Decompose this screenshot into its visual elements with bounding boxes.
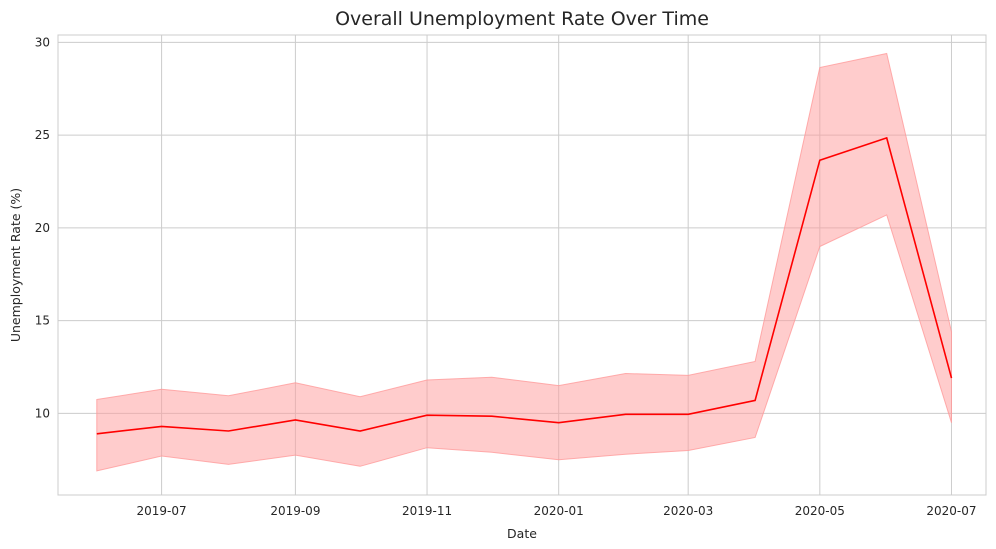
y-tick-labels: 10 15 20 25 30 xyxy=(35,35,50,420)
plot-frame xyxy=(57,34,987,496)
x-tick-labels: 2019-07 2019-09 2019-11 2020-01 2020-03 2020-… xyxy=(137,504,977,518)
y-tick-label: 20 xyxy=(35,221,50,235)
y-tick-label: 30 xyxy=(35,35,50,49)
chart-title: Overall Unemployment Rate Over Time xyxy=(335,8,709,30)
x-tick-label: 2020-07 xyxy=(926,504,976,518)
x-tick-label: 2019-07 xyxy=(137,504,187,518)
x-tick-label: 2020-05 xyxy=(795,504,845,518)
confidence-band xyxy=(96,52,952,472)
x-tick-label: 2020-03 xyxy=(663,504,713,518)
x-tick-label: 2019-09 xyxy=(270,504,320,518)
y-tick-label: 15 xyxy=(35,314,50,328)
y-tick-label: 10 xyxy=(35,406,50,420)
x-tick-label: 2020-01 xyxy=(534,504,584,518)
x-axis-label: Date xyxy=(507,526,537,541)
series-line xyxy=(96,136,953,435)
x-tick-label: 2019-11 xyxy=(402,504,452,518)
y-tick-label: 25 xyxy=(35,128,50,142)
y-axis-label: Unemployment Rate (%) xyxy=(8,188,23,342)
